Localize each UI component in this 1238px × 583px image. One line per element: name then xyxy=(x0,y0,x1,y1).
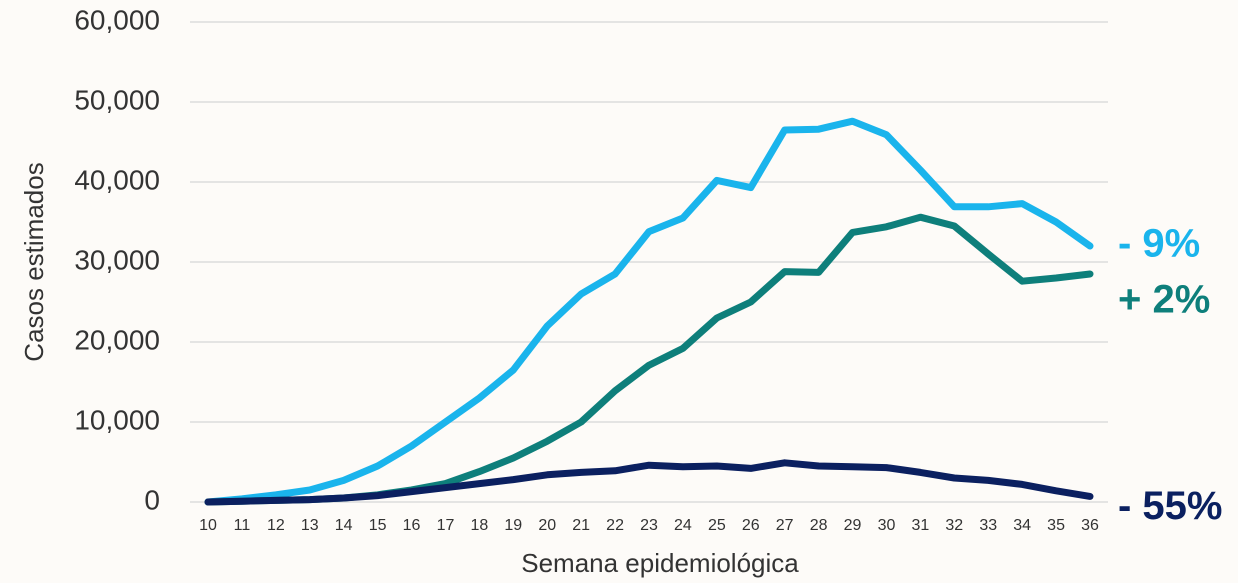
y-tick-label: 10,000 xyxy=(74,404,160,435)
y-tick-label: 30,000 xyxy=(74,244,160,275)
chart: Semana epidemiológica Casos estimados 0 1… xyxy=(0,0,1238,583)
end-label: + 2% xyxy=(1118,278,1210,322)
x-tick-label: 12 xyxy=(267,517,285,534)
x-tick-label: 19 xyxy=(504,517,522,534)
x-tick-label: 31 xyxy=(911,517,929,534)
x-tick-label: 28 xyxy=(810,517,828,534)
x-tick-label: 24 xyxy=(674,517,692,534)
x-tick-label: 15 xyxy=(369,517,387,534)
x-tick-label: 13 xyxy=(301,517,319,534)
y-tick-label: 40,000 xyxy=(74,164,160,195)
x-axis-title: Semana epidemiológica xyxy=(521,548,799,578)
x-tick-label: 25 xyxy=(708,517,726,534)
x-tick-label: 36 xyxy=(1081,517,1099,534)
x-tick-label: 20 xyxy=(538,517,556,534)
y-axis-title: Casos estimados xyxy=(19,162,49,361)
x-tick-label: 32 xyxy=(945,517,963,534)
y-tick-label: 0 xyxy=(144,484,160,515)
x-tick-label: 27 xyxy=(776,517,794,534)
x-tick-label: 33 xyxy=(979,517,997,534)
x-tick-label: 11 xyxy=(234,517,251,534)
x-tick-label: 23 xyxy=(640,517,658,534)
x-tick-label: 26 xyxy=(742,517,760,534)
x-tick-label: 18 xyxy=(470,517,488,534)
y-tick-label: 50,000 xyxy=(74,84,160,115)
end-label: - 9% xyxy=(1118,222,1200,266)
y-tick-label: 20,000 xyxy=(74,324,160,355)
x-tick-label: 16 xyxy=(403,517,421,534)
end-label: - 55% xyxy=(1118,484,1223,528)
x-tick-label: 29 xyxy=(844,517,862,534)
x-tick-label: 17 xyxy=(437,517,455,534)
x-tick-label: 30 xyxy=(878,517,896,534)
y-tick-label: 60,000 xyxy=(74,4,160,35)
x-tick-label: 35 xyxy=(1047,517,1065,534)
x-tick-label: 14 xyxy=(335,517,353,534)
x-tick-label: 34 xyxy=(1013,517,1031,534)
x-tick-label: 10 xyxy=(199,517,217,534)
x-tick-label: 22 xyxy=(606,517,624,534)
x-tick-label: 21 xyxy=(572,517,590,534)
background xyxy=(0,0,1238,583)
